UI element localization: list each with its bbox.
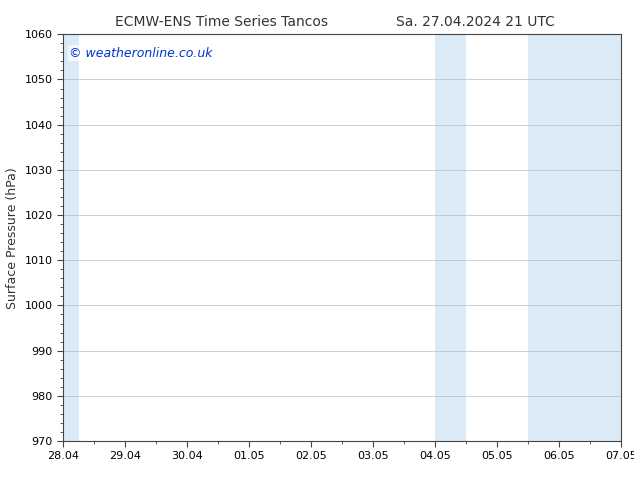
Text: © weatheronline.co.uk: © weatheronline.co.uk [69, 47, 212, 59]
Bar [528, 34, 621, 441]
Text: Sa. 27.04.2024 21 UTC: Sa. 27.04.2024 21 UTC [396, 15, 555, 29]
Y-axis label: Surface Pressure (hPa): Surface Pressure (hPa) [6, 167, 19, 309]
Bar [63, 34, 79, 441]
Bar [436, 34, 467, 441]
Text: ECMW-ENS Time Series Tancos: ECMW-ENS Time Series Tancos [115, 15, 328, 29]
